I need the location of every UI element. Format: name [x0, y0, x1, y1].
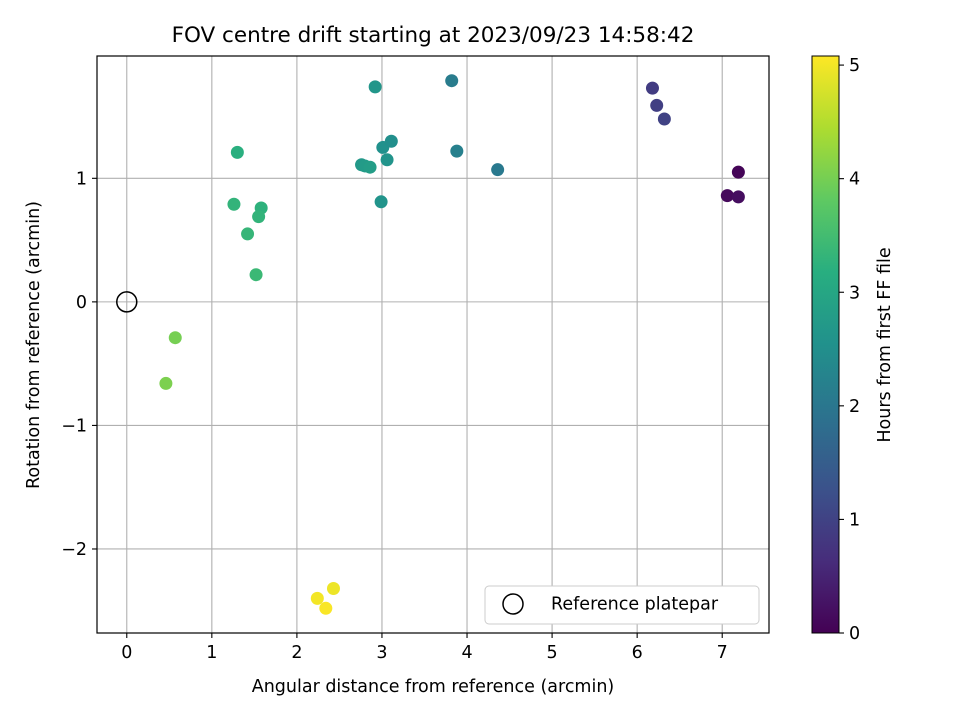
y-tick-label: −1	[61, 416, 87, 436]
x-axis-label: Angular distance from reference (arcmin)	[252, 677, 615, 697]
x-tick-label: 7	[717, 643, 728, 663]
colorbar-tick-label: 3	[849, 283, 860, 303]
data-point	[380, 153, 394, 167]
data-point	[319, 601, 333, 615]
y-axis-label: Rotation from reference (arcmin)	[24, 201, 44, 489]
grid-lines	[97, 56, 769, 633]
data-point	[657, 112, 671, 126]
x-tick-label: 5	[547, 643, 558, 663]
data-point	[645, 81, 659, 95]
colorbar-ticks: 0 1 2 3 4 5	[839, 56, 860, 644]
data-point	[491, 163, 505, 177]
x-tick-label: 6	[632, 643, 643, 663]
data-point	[310, 591, 324, 605]
data-point	[731, 190, 745, 204]
y-tick-label: 1	[76, 169, 87, 189]
colorbar-gradient	[811, 55, 840, 634]
y-tick-label: −2	[61, 540, 87, 560]
data-point	[731, 165, 745, 179]
data-point	[326, 582, 340, 596]
data-point	[241, 227, 255, 241]
x-tick-label: 1	[206, 643, 217, 663]
x-tick-label: 3	[376, 643, 387, 663]
data-point	[368, 80, 382, 94]
legend: Reference platepar	[484, 585, 760, 625]
data-points	[159, 74, 745, 615]
data-point	[363, 160, 377, 174]
colorbar-tick-label: 4	[849, 170, 860, 190]
colorbar-tick-label: 5	[849, 56, 860, 76]
x-axis-ticks: 0 1 2 3 4 5 6 7	[121, 633, 728, 663]
colorbar: 0 1 2 3 4 5 Hours from first FF file	[811, 55, 895, 644]
legend-reference-marker-icon	[502, 593, 524, 615]
data-point	[445, 74, 459, 88]
data-point	[384, 134, 398, 148]
y-axis-ticks: −2 −1 0 1	[61, 169, 97, 560]
x-tick-label: 4	[461, 643, 472, 663]
x-tick-label: 0	[121, 643, 132, 663]
data-point	[450, 144, 464, 158]
data-point	[650, 98, 664, 112]
data-point	[374, 195, 388, 209]
data-point	[168, 331, 182, 345]
y-tick-label: 0	[76, 293, 87, 313]
data-point	[159, 376, 173, 390]
data-point	[249, 268, 263, 282]
colorbar-tick-label: 1	[849, 510, 860, 530]
reference-platepar-marker	[116, 291, 138, 313]
legend-box	[484, 585, 760, 625]
colorbar-label: Hours from first FF file	[875, 247, 895, 442]
x-tick-label: 2	[291, 643, 302, 663]
plot-area-frame	[96, 55, 770, 634]
data-point	[252, 210, 266, 224]
colorbar-tick-label: 2	[849, 397, 860, 417]
data-point	[230, 145, 244, 159]
data-point	[227, 197, 241, 211]
colorbar-tick-label: 0	[849, 624, 860, 644]
data-point	[720, 189, 734, 203]
reference-marker-group	[116, 291, 138, 313]
legend-reference-label: Reference platepar	[551, 595, 719, 615]
chart-title: FOV centre drift starting at 2023/09/23 …	[172, 23, 695, 48]
